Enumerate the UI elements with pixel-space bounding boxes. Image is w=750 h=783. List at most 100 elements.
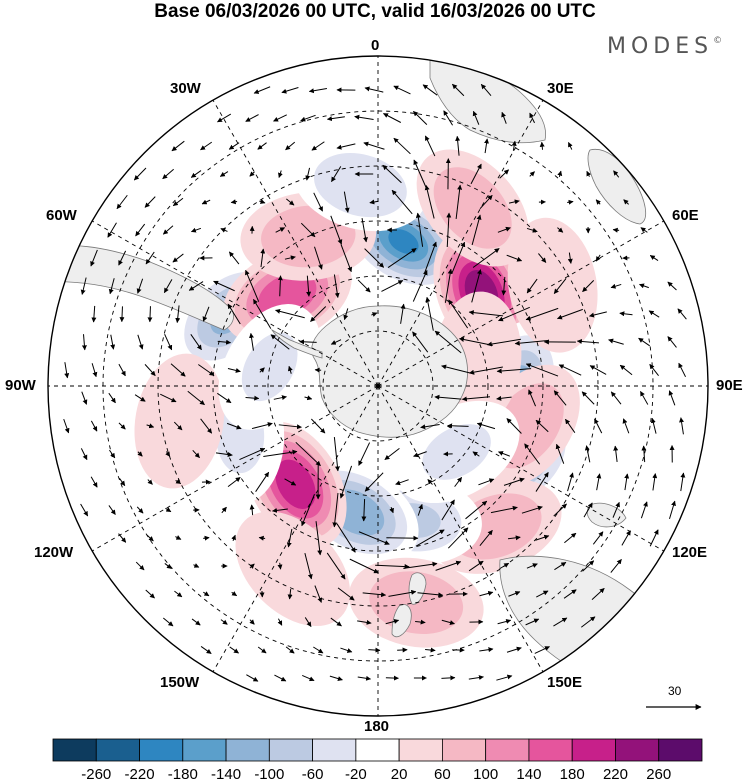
wind-arrow (63, 418, 70, 434)
wind-arrow (257, 646, 267, 654)
wind-arrow (535, 534, 550, 541)
wind-arrow (245, 395, 260, 401)
wind-arrow (137, 334, 144, 350)
wind-arrow (417, 503, 423, 516)
wind-arrow (330, 617, 342, 627)
wind-arrow (331, 166, 342, 183)
wind-arrow (188, 281, 204, 291)
wind-arrow (536, 590, 549, 598)
wind-arrow (535, 419, 549, 433)
wind-arrow (649, 529, 659, 547)
wind-arrow (669, 500, 676, 520)
wind-arrow (525, 618, 540, 626)
wind-arrow (393, 137, 411, 155)
wind-arrow (610, 391, 622, 405)
lon-label-150e: 150E (547, 674, 583, 691)
wind-arrow (310, 418, 326, 434)
wind-arrow (596, 473, 602, 491)
wind-arrow (190, 227, 202, 233)
brand-name: MODES (607, 34, 714, 59)
wind-arrow (624, 473, 630, 491)
wind-arrow (308, 88, 327, 94)
wind-arrow (190, 170, 202, 178)
wind-arrow (553, 390, 567, 406)
wind-arrow (582, 280, 595, 292)
wind-arrow (413, 451, 427, 458)
wind-arrow (468, 675, 484, 681)
anomaly-contour (154, 384, 204, 458)
wind-arrow (239, 447, 266, 460)
wind-arrow (278, 170, 283, 178)
colorbar-swatch (571, 738, 616, 762)
wind-arrow (619, 311, 633, 317)
wind-arrow (395, 479, 409, 486)
wind-arrow (164, 563, 172, 569)
wind-arrow (640, 391, 649, 405)
wind-arrow (286, 528, 293, 548)
wind-arrow (452, 83, 465, 97)
wind-arrow (424, 135, 436, 157)
wind-arrow (162, 225, 174, 235)
wind-arrow (170, 363, 186, 377)
wind-arrow (217, 339, 232, 345)
wind-arrow (251, 422, 273, 430)
wind-arrow (514, 339, 550, 346)
wind-arrow (496, 368, 532, 374)
colorbar-tick-label: -20 (345, 766, 367, 783)
wind-arrow (472, 248, 500, 268)
wind-arrow (384, 448, 400, 460)
wind-arrow (219, 171, 229, 177)
wind-arrow (420, 424, 440, 430)
wind-arrow (582, 560, 595, 572)
wind-arrow (538, 253, 547, 263)
colorbar-tick-label: 140 (516, 766, 542, 783)
wind-arrow (137, 451, 143, 457)
wind-arrow (116, 194, 128, 210)
south-america (48, 245, 234, 331)
wind-arrow (554, 561, 567, 571)
wind-arrow (383, 113, 402, 123)
wind-arrow (220, 619, 228, 625)
antarctic-peninsula (270, 328, 323, 359)
wind-arrow (175, 305, 181, 324)
wind-arrow (314, 246, 323, 270)
wind-arrow (284, 255, 296, 261)
wind-arrow (497, 226, 511, 233)
wind-arrow (227, 303, 241, 325)
wind-arrow (364, 472, 384, 492)
wind-arrow (213, 280, 235, 292)
wind-arrow (187, 390, 205, 406)
colorbar (52, 738, 703, 762)
wind-arrow (201, 199, 211, 205)
wind-arrow (313, 192, 323, 212)
colorbar-swatch (398, 738, 443, 762)
wind-arrow (480, 83, 492, 96)
wind-arrow (145, 589, 155, 599)
wind-arrow (508, 199, 520, 205)
wind-arrow (357, 619, 372, 625)
latitude-circle (322, 330, 434, 442)
wind-arrow (471, 269, 482, 303)
wind-arrow (173, 421, 183, 431)
wind-arrow (249, 171, 255, 177)
wind-arrow (385, 619, 400, 625)
wind-arrow (362, 592, 387, 598)
meridian-line (91, 220, 379, 387)
wind-arrow (441, 619, 455, 625)
wind-arrow (425, 647, 436, 653)
wind-arrow (595, 254, 601, 262)
wind-arrow (227, 476, 241, 488)
wind-arrow (136, 506, 144, 514)
wind-arrow (413, 111, 428, 125)
wind-arrow (623, 199, 629, 205)
colorbar-tick-label: 260 (646, 766, 672, 783)
anomaly-contour (269, 281, 305, 309)
wind-arrow (412, 269, 428, 302)
wind-arrow (91, 305, 97, 323)
wind-arrow (381, 280, 404, 292)
wind-arrow (287, 588, 293, 600)
wind-arrow (583, 502, 593, 518)
wind-arrow (108, 505, 116, 515)
wind-arrow (361, 218, 368, 243)
wind-arrow (468, 310, 504, 317)
